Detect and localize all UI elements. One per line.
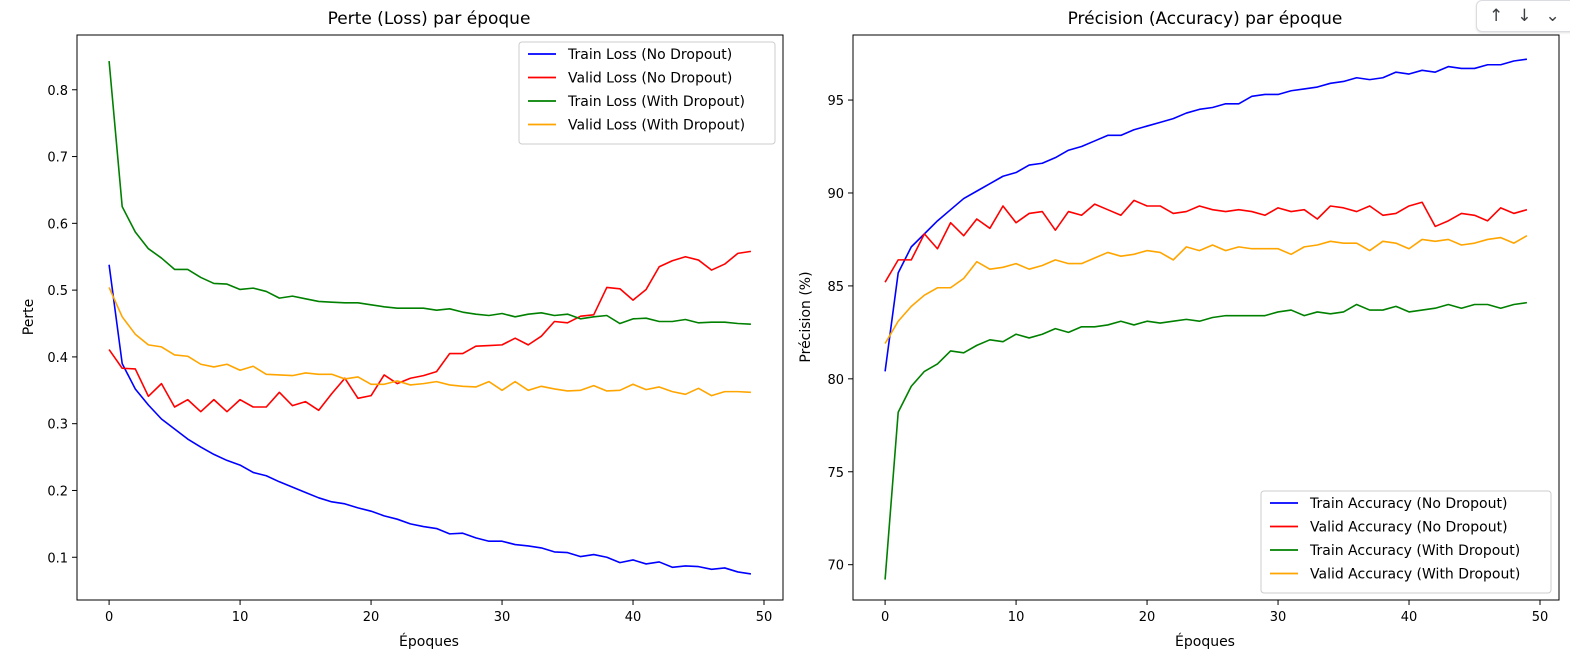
loss-y-tick-label: 0.5	[47, 284, 68, 299]
loss-y-axis-label: Perte	[21, 299, 37, 335]
loss-legend-box	[518, 41, 776, 145]
accuracy-legend-box	[1260, 490, 1552, 594]
loss-legend-label: Valid Loss (With Dropout)	[568, 118, 745, 134]
loss-legend: Train Loss (No Dropout) Valid Loss (No Dr…	[518, 41, 776, 145]
loss-x-tick-label: 20	[363, 610, 380, 625]
accuracy-legend-label: Valid Accuracy (No Dropout)	[1310, 520, 1508, 536]
accuracy-y-axis-label: Précision (%)	[798, 271, 814, 362]
accuracy-plot-area: 0 10 20 30 40 50 70 75 80 85 90 95	[827, 58, 1549, 625]
loss-x-tick-label: 10	[232, 610, 249, 625]
accuracy-axes-frame	[852, 34, 1560, 601]
loss-legend-label: Train Loss (No Dropout)	[567, 47, 732, 63]
accuracy-x-axis-label: Époques	[1175, 633, 1235, 650]
loss-chart: Perte (Loss) par époque Époques Perte 0 1…	[21, 9, 784, 650]
accuracy-y-tick-label: 90	[827, 187, 844, 202]
loss-legend-label: Train Loss (With Dropout)	[567, 94, 745, 110]
accuracy-y-tick-label: 80	[827, 373, 844, 388]
loss-legend-label: Valid Loss (No Dropout)	[568, 71, 732, 87]
move-down-icon[interactable]: ↓	[1517, 5, 1532, 26]
loss-series-line-1	[108, 250, 752, 413]
loss-y-tick-label: 0.8	[47, 84, 68, 99]
loss-series-line-3	[108, 287, 751, 397]
accuracy-x-tick-label: 40	[1401, 610, 1418, 625]
accuracy-series-line-2	[884, 301, 1528, 580]
loss-x-tick-label: 50	[756, 610, 773, 625]
accuracy-x-tick-label: 10	[1008, 610, 1025, 625]
cell-toolbar: ↑ ↓ ⌄	[1476, 0, 1570, 32]
loss-y-tick-label: 0.1	[47, 551, 68, 566]
accuracy-chart: Précision (Accuracy) par époque Époques …	[798, 9, 1560, 650]
accuracy-legend-label: Train Accuracy (With Dropout)	[1309, 543, 1520, 559]
more-options-icon[interactable]: ⌄	[1545, 5, 1560, 26]
loss-axes-frame	[76, 34, 784, 601]
accuracy-series-line-3	[884, 235, 1528, 344]
loss-y-tick-label: 0.4	[47, 351, 68, 366]
loss-chart-title: Perte (Loss) par époque	[328, 9, 531, 29]
loss-plot-area: 0 10 20 30 40 50 0.1 0.2 0.3 0.4 0.5 0.6 0.7 0.8	[47, 60, 773, 625]
accuracy-y-tick-label: 85	[827, 280, 844, 295]
accuracy-x-tick-label: 50	[1532, 610, 1549, 625]
loss-y-tick-label: 0.7	[47, 151, 68, 166]
loss-series-line-0	[108, 264, 752, 575]
accuracy-y-tick-label: 95	[827, 94, 844, 109]
accuracy-y-tick-label: 70	[827, 559, 844, 574]
loss-x-tick-label: 30	[494, 610, 511, 625]
accuracy-legend: Train Accuracy (No Dropout) Valid Accurac…	[1260, 490, 1552, 594]
accuracy-legend-label: Train Accuracy (No Dropout)	[1309, 496, 1507, 512]
accuracy-x-tick-label: 20	[1139, 610, 1156, 625]
loss-x-axis-label: Époques	[399, 633, 459, 650]
loss-x-tick-label: 0	[105, 610, 113, 625]
accuracy-chart-title: Précision (Accuracy) par époque	[1068, 9, 1343, 29]
loss-y-tick-label: 0.3	[47, 418, 68, 433]
accuracy-legend-label: Valid Accuracy (With Dropout)	[1310, 567, 1520, 583]
accuracy-y-tick-label: 75	[827, 466, 844, 481]
accuracy-series-line-1	[884, 199, 1528, 283]
accuracy-x-tick-label: 0	[881, 610, 889, 625]
accuracy-x-tick-label: 30	[1270, 610, 1287, 625]
loss-series-line-2	[108, 60, 751, 325]
loss-x-tick-label: 40	[625, 610, 642, 625]
loss-y-tick-label: 0.2	[47, 484, 68, 499]
accuracy-series-line-0	[884, 58, 1528, 372]
loss-y-tick-label: 0.6	[47, 217, 68, 232]
move-up-icon[interactable]: ↑	[1489, 5, 1504, 26]
